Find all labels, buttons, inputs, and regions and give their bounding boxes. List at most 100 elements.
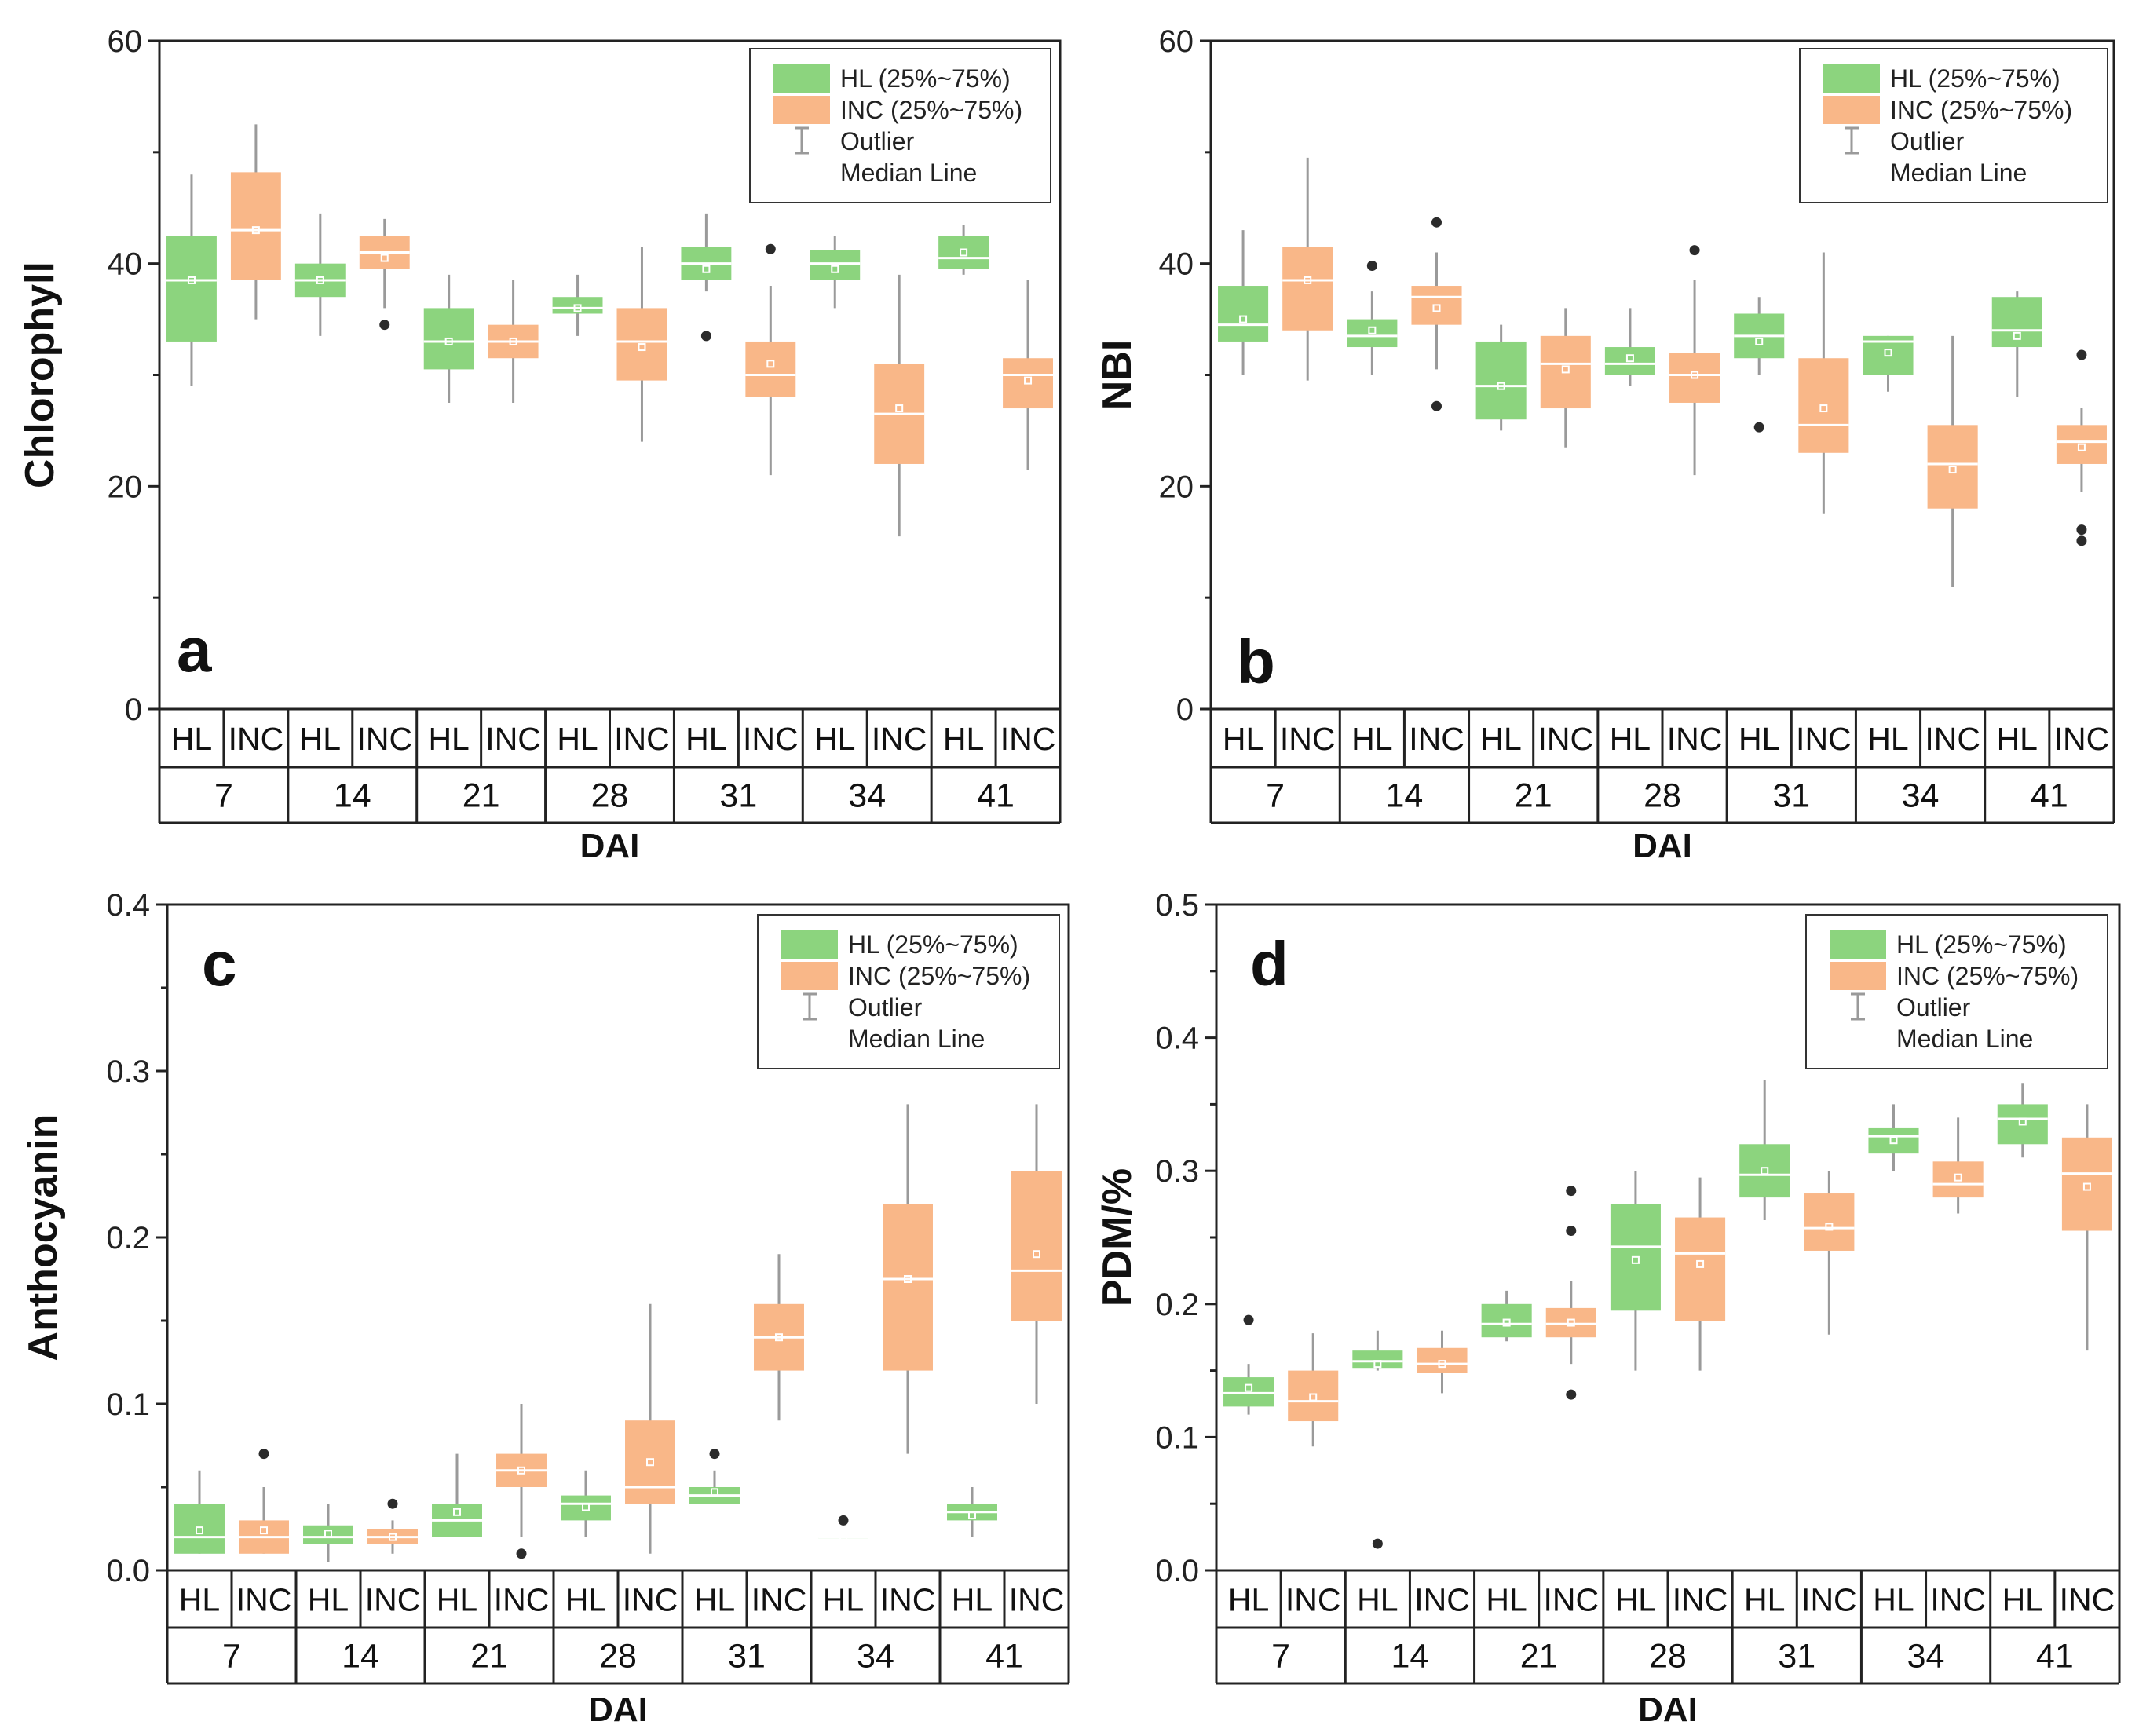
- box-inc-day-31: [1798, 252, 1849, 514]
- box-hl-day-31: [681, 213, 732, 342]
- group-label-inc: INC: [1925, 721, 1980, 757]
- outlier-point: [1431, 217, 1442, 228]
- iqr-box: [1675, 1217, 1726, 1321]
- box-hl-day-7: [174, 1470, 225, 1554]
- day-label: 41: [2036, 1638, 2074, 1676]
- box-hl-day-34: [810, 236, 861, 309]
- group-label-inc: INC: [2054, 721, 2110, 757]
- legend-entry-label: INC (25%~75%): [840, 96, 1022, 124]
- legend-entry-label: Median Line: [1896, 1025, 2033, 1053]
- day-label: 34: [848, 777, 886, 815]
- mean-marker: [702, 265, 711, 273]
- box-inc-day-34: [883, 1104, 933, 1454]
- outlier-point: [1753, 422, 1764, 433]
- group-label-hl: HL: [1228, 1582, 1269, 1618]
- box-hl-day-31: [689, 1449, 740, 1504]
- day-label: 14: [342, 1638, 379, 1676]
- group-label-inc: INC: [236, 1582, 292, 1618]
- box-inc-day-41: [2056, 349, 2107, 546]
- x-axis-label: DAI: [1638, 1690, 1698, 1729]
- legend-entry-label: HL (25%~75%): [1896, 930, 2067, 959]
- box-hl-day-21: [423, 274, 474, 403]
- legend: HL (25%~75%) INC (25%~75%) Outlier Median L…: [757, 914, 1060, 1069]
- y-tick-label: 20: [1159, 470, 1194, 504]
- group-label-hl: HL: [308, 1582, 349, 1618]
- mean-marker: [1438, 1360, 1446, 1369]
- mean-marker: [711, 1488, 718, 1497]
- legend-entry-label: HL (25%~75%): [840, 64, 1011, 93]
- mean-marker: [389, 1533, 397, 1541]
- day-label: 34: [857, 1638, 894, 1676]
- day-label: 41: [985, 1638, 1023, 1676]
- box-inc-day-21: [488, 280, 539, 403]
- day-label: 28: [1649, 1638, 1687, 1676]
- mean-marker: [766, 360, 775, 368]
- box-inc-day-21: [1545, 1186, 1596, 1400]
- group-label-inc: INC: [1667, 721, 1723, 757]
- mean-marker: [2013, 331, 2021, 340]
- mean-marker: [1309, 1393, 1318, 1402]
- group-label-hl: HL: [823, 1582, 864, 1618]
- day-label: 31: [1778, 1638, 1815, 1676]
- y-tick-label: 0.0: [1155, 1554, 1199, 1588]
- iqr-box: [745, 341, 796, 397]
- outlier-point: [258, 1449, 269, 1460]
- group-label-inc: INC: [365, 1582, 421, 1618]
- mean-marker: [1497, 382, 1505, 390]
- iqr-box: [625, 1420, 675, 1504]
- y-tick-label: 60: [108, 24, 143, 59]
- box-inc-day-28: [616, 247, 667, 442]
- box-inc-day-28: [1669, 245, 1720, 476]
- outlier-point: [1566, 1186, 1577, 1197]
- box-inc-day-31: [1804, 1171, 1855, 1335]
- x-axis-label: DAI: [588, 1690, 648, 1729]
- legend-entry-label: Outlier: [848, 993, 923, 1021]
- group-label-inc: INC: [1009, 1582, 1065, 1618]
- iqr-box: [1739, 1144, 1790, 1198]
- box-inc-day-28: [625, 1303, 675, 1554]
- legend: HL (25%~75%) INC (25%~75%) Outlier Median L…: [1805, 914, 2108, 1069]
- group-label-hl: HL: [1480, 721, 1521, 757]
- mean-marker: [1373, 1360, 1382, 1369]
- day-label: 14: [1386, 777, 1424, 815]
- group-label-inc: INC: [614, 721, 670, 757]
- group-label-hl: HL: [1351, 721, 1392, 757]
- box-hl-day-41: [1997, 1083, 2048, 1158]
- mean-marker: [1368, 326, 1377, 334]
- mean-marker: [509, 337, 517, 345]
- day-label: 7: [1266, 777, 1285, 815]
- mean-marker: [968, 1511, 976, 1520]
- legend-swatch-hl: [1823, 64, 1880, 93]
- mean-marker: [775, 1333, 783, 1342]
- y-axis-label: PDM/%: [1095, 1168, 1140, 1307]
- outlier-point: [387, 1498, 398, 1509]
- outlier-point: [700, 331, 711, 342]
- box-hl-day-21: [1475, 324, 1527, 431]
- group-label-hl: HL: [557, 721, 598, 757]
- group-label-hl: HL: [1486, 1582, 1527, 1618]
- box-hl-day-28: [561, 1470, 611, 1537]
- box-hl-day-14: [1347, 261, 1398, 375]
- mean-marker: [453, 1508, 461, 1516]
- panel-label: a: [177, 615, 212, 685]
- box-inc-day-41: [1003, 280, 1053, 470]
- outlier-point: [1689, 245, 1700, 256]
- y-tick-label: 0.3: [1155, 1154, 1199, 1189]
- mean-marker: [380, 254, 389, 262]
- panel-label: c: [202, 929, 237, 999]
- legend-swatch-inc: [773, 96, 830, 124]
- group-label-hl: HL: [1744, 1582, 1785, 1618]
- mean-marker: [2082, 1182, 2091, 1191]
- box-inc-day-14: [1411, 217, 1462, 411]
- mean-marker: [895, 404, 904, 413]
- group-label-inc: INC: [1538, 721, 1593, 757]
- mean-marker: [1631, 1255, 1640, 1264]
- group-label-hl: HL: [171, 721, 212, 757]
- group-label-inc: INC: [743, 721, 799, 757]
- mean-marker: [1245, 1383, 1253, 1392]
- box-hl-day-28: [1604, 308, 1655, 386]
- mean-marker: [646, 1458, 654, 1467]
- mean-marker: [316, 276, 324, 284]
- legend-entry-label: INC (25%~75%): [1896, 962, 2079, 990]
- mean-marker: [1691, 371, 1699, 379]
